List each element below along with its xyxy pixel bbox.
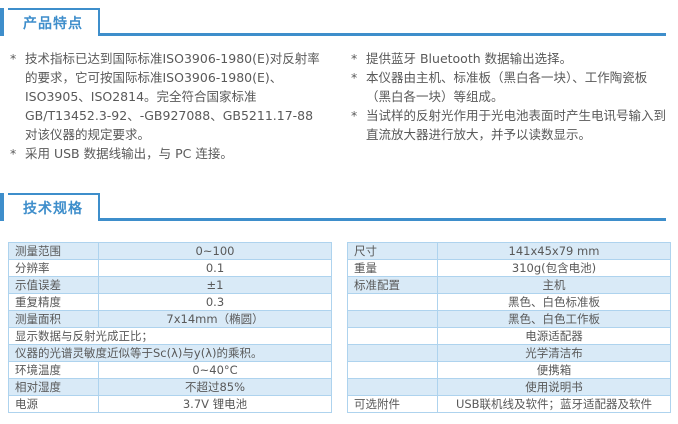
spec-label: 可选附件 xyxy=(347,395,438,413)
spec-label: 重量 xyxy=(347,259,438,277)
feature-text: 当试样的反射光作用于光电池表面时产生电讯号输入到直流放大器进行放大，并予以读数显… xyxy=(366,108,667,142)
spec-label: 尺寸 xyxy=(347,242,438,260)
spec-value: 电源适配器 xyxy=(437,327,671,345)
tab-accent-bar xyxy=(0,193,4,221)
feature-text: 技术指标已达到国际标准ISO3906-1980(E)对反射率的要求，它可按国际标… xyxy=(25,51,320,142)
table-row: 电源 3.7V 锂电池 xyxy=(8,395,332,413)
bullet-marker: * xyxy=(351,51,358,66)
spec-value: ±1 xyxy=(98,276,332,294)
spec-value: 141x45x79 mm xyxy=(437,242,671,260)
spec-value: 使用说明书 xyxy=(437,378,671,396)
list-item: * 技术指标已达到国际标准ISO3906-1980(E)对反射率的要求，它可按国… xyxy=(10,49,325,144)
feature-text: 本仪器由主机、标准板（黑白各一块）、工作陶瓷板（黑白各一块）等组成。 xyxy=(366,70,648,104)
spec-value: 黑色、白色标准板 xyxy=(437,293,671,311)
table-row: 尺寸 141x45x79 mm xyxy=(347,242,671,260)
table-row: 重复精度 0.3 xyxy=(8,293,332,311)
bullet-marker: * xyxy=(351,108,358,123)
spec-label xyxy=(347,344,438,362)
spec-value: 0.1 xyxy=(98,259,332,277)
table-row: 测量范围 0~100 xyxy=(8,242,332,260)
table-row: 光学清洁布 xyxy=(347,344,671,362)
tab-accent-bar xyxy=(0,8,4,36)
spec-value: 0~100 xyxy=(98,242,332,260)
spec-label: 标准配置 xyxy=(347,276,438,294)
list-item: * 本仪器由主机、标准板（黑白各一块）、工作陶瓷板（黑白各一块）等组成。 xyxy=(351,68,666,106)
table-row: 标准配置 主机 xyxy=(347,276,671,294)
bullet-marker: * xyxy=(351,70,358,85)
features-right-column: * 提供蓝牙 Bluetooth 数据输出选择。 * 本仪器由主机、标准板（黑白… xyxy=(351,49,666,163)
table-row: 黑色、白色标准板 xyxy=(347,293,671,311)
spec-note: 显示数据与反射光成正比； xyxy=(8,327,332,345)
spec-note: 仪器的光谱灵敏度近似等于Sc(λ)与y(λ)的乘积。 xyxy=(8,344,332,362)
section-header-specs: 技术规格 xyxy=(0,193,678,221)
tab-underline xyxy=(100,8,666,36)
spec-label: 环境温度 xyxy=(8,361,99,379)
spec-label xyxy=(347,310,438,328)
table-row: 便携箱 xyxy=(347,361,671,379)
list-item: * 当试样的反射光作用于光电池表面时产生电讯号输入到直流放大器进行放大，并予以读… xyxy=(351,106,666,144)
tab-underline xyxy=(100,193,666,221)
features-left-column: * 技术指标已达到国际标准ISO3906-1980(E)对反射率的要求，它可按国… xyxy=(10,49,325,163)
table-row: 电源适配器 xyxy=(347,327,671,345)
spec-label: 重复精度 xyxy=(8,293,99,311)
spec-value: 主机 xyxy=(437,276,671,294)
spec-label xyxy=(347,327,438,345)
spec-value: 0~40°C xyxy=(98,361,332,379)
section-title-specs: 技术规格 xyxy=(8,193,100,221)
spec-label: 电源 xyxy=(8,395,99,413)
spec-value: 不超过85% xyxy=(98,378,332,396)
spec-value: 光学清洁布 xyxy=(437,344,671,362)
table-row: 可选附件 USB联机线及软件；蓝牙适配器及软件 xyxy=(347,395,671,413)
list-item: * 提供蓝牙 Bluetooth 数据输出选择。 xyxy=(351,49,666,68)
spec-table-left: 测量范围 0~100 分辨率 0.1 示值误差 ±1 重复精度 0.3 测量面积 xyxy=(8,242,332,413)
section-header-features: 产品特点 xyxy=(0,8,678,36)
list-item: * 采用 USB 数据线输出，与 PC 连接。 xyxy=(10,144,325,163)
page: 产品特点 * 技术指标已达到国际标准ISO3906-1980(E)对反射率的要求… xyxy=(0,8,678,424)
feature-text: 采用 USB 数据线输出，与 PC 连接。 xyxy=(25,146,233,161)
table-row: 分辨率 0.1 xyxy=(8,259,332,277)
spec-label: 相对湿度 xyxy=(8,378,99,396)
table-row: 使用说明书 xyxy=(347,378,671,396)
spec-table-right: 尺寸 141x45x79 mm 重量 310g(包含电池) 标准配置 主机 黑色… xyxy=(347,242,671,413)
spec-label xyxy=(347,293,438,311)
feature-text: 提供蓝牙 Bluetooth 数据输出选择。 xyxy=(366,51,573,66)
section-title-features: 产品特点 xyxy=(8,8,100,36)
table-row: 显示数据与反射光成正比； xyxy=(8,327,332,345)
bullet-marker: * xyxy=(10,51,17,66)
spec-value: 3.7V 锂电池 xyxy=(98,395,332,413)
spec-value: 便携箱 xyxy=(437,361,671,379)
spec-label: 测量范围 xyxy=(8,242,99,260)
spec-value: 0.3 xyxy=(98,293,332,311)
features-section: * 技术指标已达到国际标准ISO3906-1980(E)对反射率的要求，它可按国… xyxy=(0,36,678,163)
bullet-marker: * xyxy=(10,146,17,161)
table-row: 重量 310g(包含电池) xyxy=(347,259,671,277)
spec-value: 310g(包含电池) xyxy=(437,259,671,277)
spec-label: 示值误差 xyxy=(8,276,99,294)
spec-value: 黑色、白色工作板 xyxy=(437,310,671,328)
spec-value: 7x14mm（椭圆） xyxy=(98,310,332,328)
table-row: 环境温度 0~40°C xyxy=(8,361,332,379)
spec-label xyxy=(347,378,438,396)
table-row: 测量面积 7x14mm（椭圆） xyxy=(8,310,332,328)
spec-value: USB联机线及软件；蓝牙适配器及软件 xyxy=(437,395,671,413)
spec-label xyxy=(347,361,438,379)
table-row: 黑色、白色工作板 xyxy=(347,310,671,328)
spec-label: 测量面积 xyxy=(8,310,99,328)
table-row: 相对湿度 不超过85% xyxy=(8,378,332,396)
table-row: 仪器的光谱灵敏度近似等于Sc(λ)与y(λ)的乘积。 xyxy=(8,344,332,362)
spec-tables-section: 测量范围 0~100 分辨率 0.1 示值误差 ±1 重复精度 0.3 测量面积 xyxy=(0,242,678,413)
spec-label: 分辨率 xyxy=(8,259,99,277)
table-row: 示值误差 ±1 xyxy=(8,276,332,294)
